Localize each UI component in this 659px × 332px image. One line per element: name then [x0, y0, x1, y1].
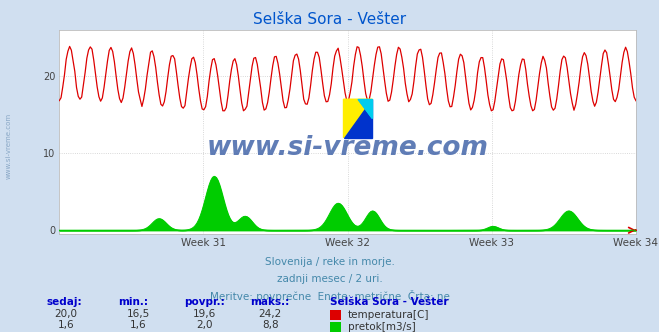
- Text: min.:: min.:: [119, 297, 149, 307]
- Text: 16,5: 16,5: [127, 309, 150, 319]
- Polygon shape: [343, 99, 372, 138]
- Text: povpr.:: povpr.:: [185, 297, 225, 307]
- Text: zadnji mesec / 2 uri.: zadnji mesec / 2 uri.: [277, 274, 382, 284]
- Text: Slovenija / reke in morje.: Slovenija / reke in morje.: [264, 257, 395, 267]
- Text: 20,0: 20,0: [55, 309, 77, 319]
- Text: 1,6: 1,6: [130, 320, 147, 330]
- Text: Selška Sora - Vešter: Selška Sora - Vešter: [330, 297, 448, 307]
- Polygon shape: [358, 99, 372, 119]
- Text: 19,6: 19,6: [192, 309, 216, 319]
- Polygon shape: [358, 99, 372, 119]
- Text: www.si-vreme.com: www.si-vreme.com: [5, 113, 12, 179]
- Text: pretok[m3/s]: pretok[m3/s]: [348, 322, 416, 332]
- Text: 8,8: 8,8: [262, 320, 279, 330]
- Text: 1,6: 1,6: [57, 320, 74, 330]
- Text: Meritve: povprečne  Enote: metrične  Črta: ne: Meritve: povprečne Enote: metrične Črta:…: [210, 290, 449, 302]
- Text: www.si-vreme.com: www.si-vreme.com: [207, 135, 488, 161]
- Text: maks.:: maks.:: [250, 297, 290, 307]
- Polygon shape: [343, 99, 372, 138]
- Text: temperatura[C]: temperatura[C]: [348, 310, 430, 320]
- Text: 24,2: 24,2: [258, 309, 282, 319]
- Text: sedaj:: sedaj:: [46, 297, 82, 307]
- Text: Selška Sora - Vešter: Selška Sora - Vešter: [253, 12, 406, 27]
- Text: 2,0: 2,0: [196, 320, 213, 330]
